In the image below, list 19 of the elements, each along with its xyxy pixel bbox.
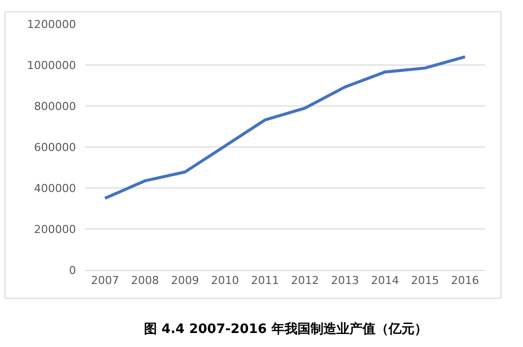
x-tick-label: 2014 [371, 274, 399, 288]
y-tick-label: 1000000 [27, 58, 76, 72]
y-tick-label: 400000 [34, 182, 76, 195]
y-tick-label: 0 [69, 264, 76, 277]
x-tick-label: 2016 [451, 274, 479, 288]
caption: 图 4.4 2007-2016 年我国制造业产值（亿元） [144, 321, 428, 337]
x-tick-label: 2012 [291, 274, 319, 288]
line-series [104, 55, 466, 200]
y-tick-label: 200000 [34, 222, 76, 236]
x-tick-label: 2015 [411, 274, 439, 288]
y-tick-label: 1200000 [27, 18, 76, 31]
y-tick-label: 800000 [34, 100, 76, 113]
x-tick-label: 2010 [211, 274, 239, 288]
x-tick-label: 2007 [91, 274, 119, 288]
x-tick-label: 2013 [331, 274, 359, 288]
x-tick-label: 2009 [171, 274, 199, 288]
y-tick-label: 600000 [34, 140, 76, 154]
x-tick-label: 2008 [131, 274, 159, 288]
x-tick-label: 2011 [251, 274, 279, 288]
